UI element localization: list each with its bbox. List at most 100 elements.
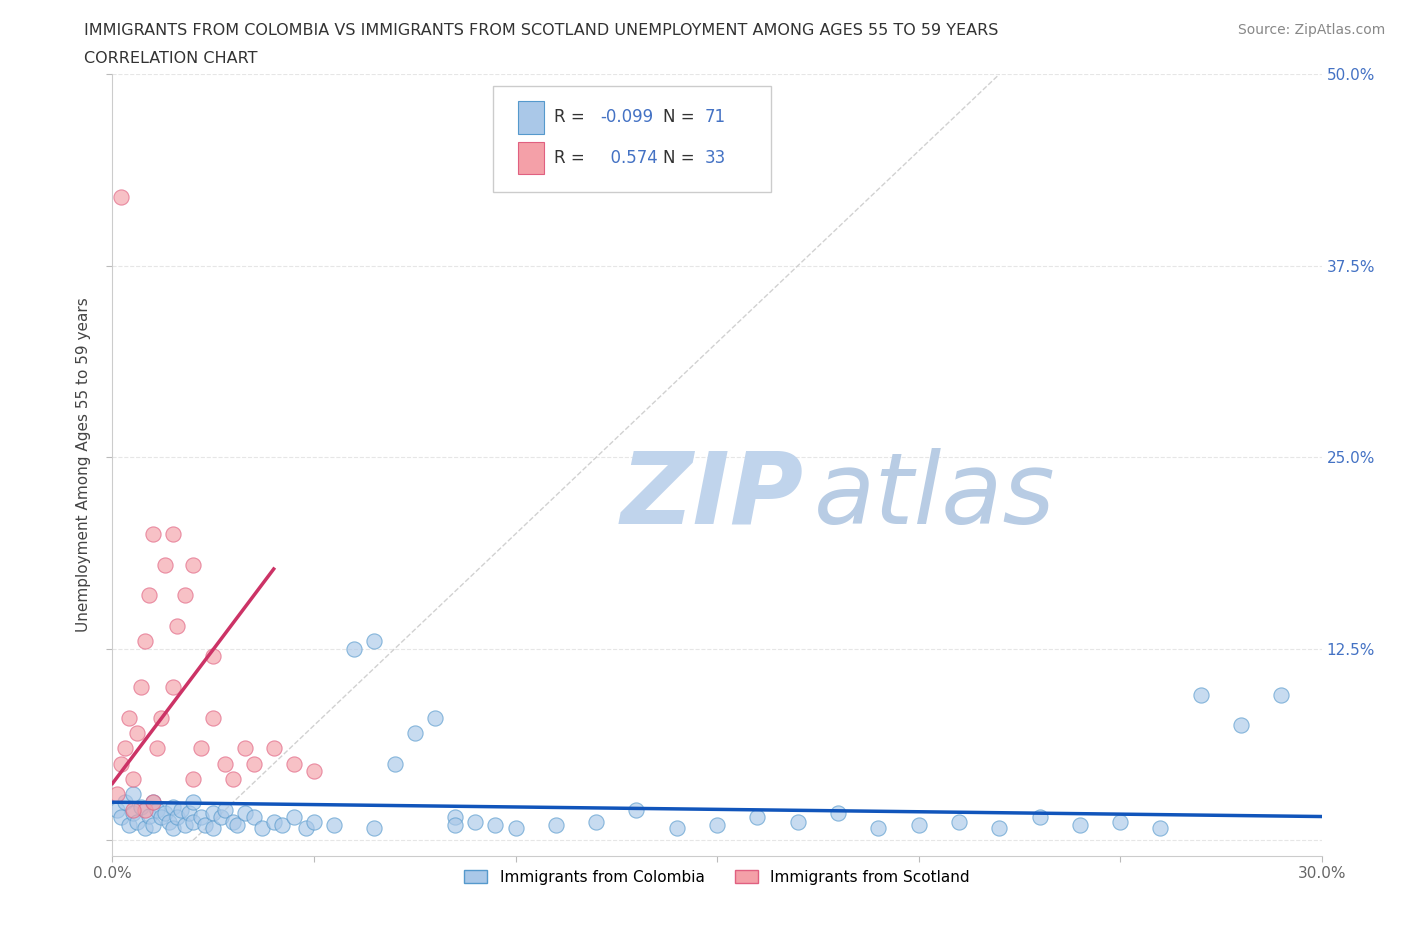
- Text: R =: R =: [554, 149, 585, 167]
- FancyBboxPatch shape: [494, 86, 772, 192]
- Point: [190, 741, 212, 756]
- Point: [484, 817, 506, 832]
- Text: -0.099: -0.099: [600, 109, 652, 126]
- Point: [202, 805, 225, 820]
- Point: [263, 815, 285, 830]
- Point: [747, 810, 769, 825]
- Point: [665, 820, 688, 835]
- Point: [363, 633, 385, 648]
- Point: [114, 741, 136, 756]
- Point: [214, 803, 236, 817]
- Point: [1149, 820, 1171, 835]
- Point: [114, 794, 136, 809]
- Point: [827, 805, 849, 820]
- Point: [129, 799, 152, 814]
- Point: [1069, 817, 1091, 832]
- Text: N =: N =: [662, 149, 695, 167]
- Point: [202, 711, 225, 725]
- Point: [129, 680, 152, 695]
- Point: [464, 815, 486, 830]
- Y-axis label: Unemployment Among Ages 55 to 59 years: Unemployment Among Ages 55 to 59 years: [76, 298, 91, 632]
- Point: [110, 756, 132, 771]
- Point: [110, 810, 132, 825]
- Point: [444, 810, 467, 825]
- Text: CORRELATION CHART: CORRELATION CHART: [84, 51, 257, 66]
- Point: [149, 711, 172, 725]
- Point: [786, 815, 808, 830]
- Point: [343, 642, 366, 657]
- Point: [121, 805, 143, 820]
- Point: [988, 820, 1011, 835]
- Text: R =: R =: [554, 109, 585, 126]
- Point: [202, 649, 225, 664]
- Point: [1270, 687, 1292, 702]
- Point: [157, 815, 180, 830]
- Point: [110, 190, 132, 205]
- Point: [270, 817, 292, 832]
- Point: [153, 557, 176, 572]
- Point: [626, 803, 648, 817]
- Text: atlas: atlas: [814, 447, 1056, 545]
- Point: [181, 557, 204, 572]
- Point: [138, 808, 160, 823]
- Point: [162, 526, 184, 541]
- FancyBboxPatch shape: [517, 141, 544, 175]
- Point: [138, 588, 160, 603]
- Point: [283, 756, 305, 771]
- Point: [190, 810, 212, 825]
- Point: [125, 815, 148, 830]
- Point: [1109, 815, 1132, 830]
- Point: [226, 817, 249, 832]
- Text: IMMIGRANTS FROM COLOMBIA VS IMMIGRANTS FROM SCOTLAND UNEMPLOYMENT AMONG AGES 55 : IMMIGRANTS FROM COLOMBIA VS IMMIGRANTS F…: [84, 23, 998, 38]
- Text: 33: 33: [704, 149, 727, 167]
- Point: [105, 803, 128, 817]
- Point: [121, 803, 143, 817]
- Point: [117, 711, 139, 725]
- Point: [166, 618, 188, 633]
- Point: [134, 803, 156, 817]
- Point: [181, 815, 204, 830]
- Point: [242, 756, 264, 771]
- Point: [323, 817, 346, 832]
- Point: [235, 805, 257, 820]
- Point: [134, 820, 156, 835]
- Point: [121, 772, 143, 787]
- Point: [146, 741, 169, 756]
- Point: [202, 820, 225, 835]
- Point: [222, 772, 245, 787]
- Point: [117, 817, 139, 832]
- Point: [125, 725, 148, 740]
- Point: [142, 526, 165, 541]
- Point: [142, 794, 165, 809]
- Point: [302, 815, 325, 830]
- Point: [1230, 718, 1253, 733]
- Point: [263, 741, 285, 756]
- Point: [174, 588, 197, 603]
- Point: [209, 810, 232, 825]
- Point: [907, 817, 929, 832]
- Point: [404, 725, 426, 740]
- Point: [444, 817, 467, 832]
- Point: [162, 820, 184, 835]
- Point: [706, 817, 728, 832]
- Point: [105, 787, 128, 802]
- Text: N =: N =: [662, 109, 695, 126]
- Point: [174, 817, 197, 832]
- Point: [149, 810, 172, 825]
- Point: [302, 764, 325, 778]
- Point: [134, 633, 156, 648]
- Point: [162, 799, 184, 814]
- Point: [235, 741, 257, 756]
- Point: [222, 815, 245, 830]
- Point: [242, 810, 264, 825]
- Point: [384, 756, 406, 771]
- Text: 0.574: 0.574: [600, 149, 658, 167]
- Point: [146, 803, 169, 817]
- Point: [162, 680, 184, 695]
- Point: [1189, 687, 1212, 702]
- Point: [181, 772, 204, 787]
- Point: [283, 810, 305, 825]
- Point: [423, 711, 446, 725]
- Point: [181, 794, 204, 809]
- Text: ZIP: ZIP: [620, 447, 803, 545]
